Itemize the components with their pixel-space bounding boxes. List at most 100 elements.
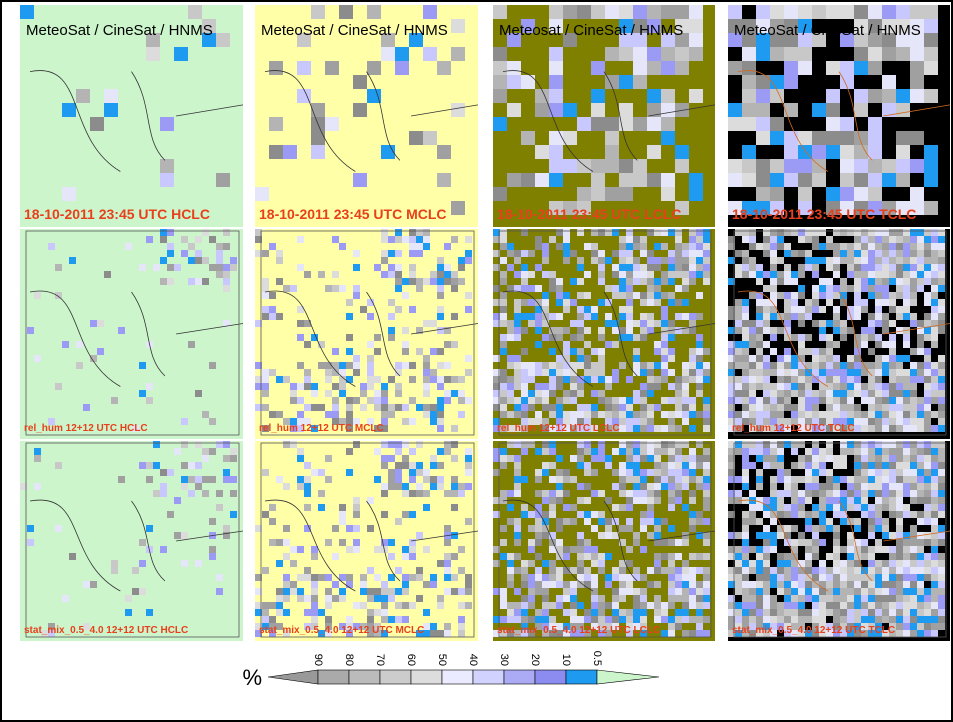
cloud-cell (689, 348, 696, 355)
cloud-cell (416, 348, 423, 355)
cloud-cell (395, 448, 402, 455)
cloud-cell (896, 103, 910, 117)
cloud-cell (917, 581, 924, 588)
cloud-cell (654, 285, 661, 292)
cloud-cell (689, 173, 703, 187)
cloud-cell (840, 588, 847, 595)
cloud-cell (514, 553, 521, 560)
cloud-cell (903, 630, 910, 637)
cloud-cell (444, 376, 451, 383)
cloud-cell (703, 264, 710, 271)
cloud-cell (311, 609, 318, 616)
cloud-cell (661, 229, 668, 236)
cloud-cell (798, 588, 805, 595)
cloud-cell (612, 595, 619, 602)
cloud-cell (882, 292, 889, 299)
cloud-cell (542, 243, 549, 250)
cloud-cell (868, 236, 875, 243)
cloud-cell (703, 518, 710, 525)
cloud-cell (563, 229, 570, 236)
cloud-cell (507, 574, 514, 581)
cloud-cell (605, 131, 619, 145)
cloud-cell (917, 441, 924, 448)
cloud-cell (868, 441, 875, 448)
cloud-cell (917, 490, 924, 497)
cloud-cell (896, 560, 903, 567)
cloud-cell (647, 469, 654, 476)
cloud-cell (791, 567, 798, 574)
cloud-cell (763, 250, 770, 257)
cloud-cell (784, 369, 791, 376)
cloud-cell (896, 229, 903, 236)
cloud-cell (924, 355, 931, 362)
cloud-cell (556, 299, 563, 306)
cloud-cell (507, 75, 521, 89)
cloud-cell (591, 411, 598, 418)
cloud-cell (367, 5, 381, 19)
cloud-cell (854, 425, 861, 432)
cloud-cell (647, 418, 654, 425)
cloud-cell (812, 285, 819, 292)
cloud-cell (763, 567, 770, 574)
cloud-cell (833, 411, 840, 418)
cloud-cell (805, 376, 812, 383)
cloud-cell (577, 313, 584, 320)
cloud-cell (262, 602, 269, 609)
cloud-cell (654, 469, 661, 476)
cloud-cell (896, 525, 903, 532)
cloud-cell (756, 602, 763, 609)
cloud-cell (647, 518, 654, 525)
cloud-cell (276, 250, 283, 257)
cloud-cell (626, 546, 633, 553)
cloud-cell (304, 271, 311, 278)
cloud-cell (339, 383, 346, 390)
cloud-cell (770, 5, 784, 19)
cloud-cell (805, 609, 812, 616)
cloud-cell (882, 574, 889, 581)
cloud-cell (640, 469, 647, 476)
cloud-cell (917, 560, 924, 567)
cloud-cell (423, 490, 430, 497)
cloud-cell (535, 567, 542, 574)
cloud-cell (325, 369, 332, 376)
cloud-cell (423, 47, 437, 61)
cloud-cell (451, 285, 458, 292)
cloud-cell (409, 490, 416, 497)
cloud-cell (854, 518, 861, 525)
cloud-cell (770, 476, 777, 483)
cloud-cell (570, 376, 577, 383)
cloud-cell (500, 278, 507, 285)
cloud-cell (847, 546, 854, 553)
cloud-cell (910, 560, 917, 567)
cloud-cell (854, 299, 861, 306)
cloud-cell (584, 376, 591, 383)
colorbar-segment (318, 670, 349, 684)
cloud-cell (290, 546, 297, 553)
cloud-cell (889, 250, 896, 257)
cloud-cell (861, 236, 868, 243)
cloud-cell (819, 278, 826, 285)
cloud-cell (840, 278, 847, 285)
cloud-cell (430, 411, 437, 418)
cloud-cell (556, 483, 563, 490)
cloud-cell (598, 257, 605, 264)
cloud-cell (654, 553, 661, 560)
cloud-cell (619, 278, 626, 285)
cloud-cell (875, 236, 882, 243)
cloud-cell (402, 418, 409, 425)
cloud-cell (276, 278, 283, 285)
cloud-cell (882, 243, 889, 250)
cloud-cell (756, 476, 763, 483)
cloud-cell (577, 383, 584, 390)
cloud-cell (896, 553, 903, 560)
cloud-cell (896, 397, 903, 404)
cloud-cell (668, 334, 675, 341)
cloud-cell (493, 75, 507, 89)
cloud-cell (584, 404, 591, 411)
cloud-cell (805, 411, 812, 418)
cloud-cell (875, 448, 882, 455)
cloud-cell (346, 397, 353, 404)
cloud-cell (840, 390, 847, 397)
cloud-cell (423, 411, 430, 418)
cloud-cell (181, 483, 188, 490)
